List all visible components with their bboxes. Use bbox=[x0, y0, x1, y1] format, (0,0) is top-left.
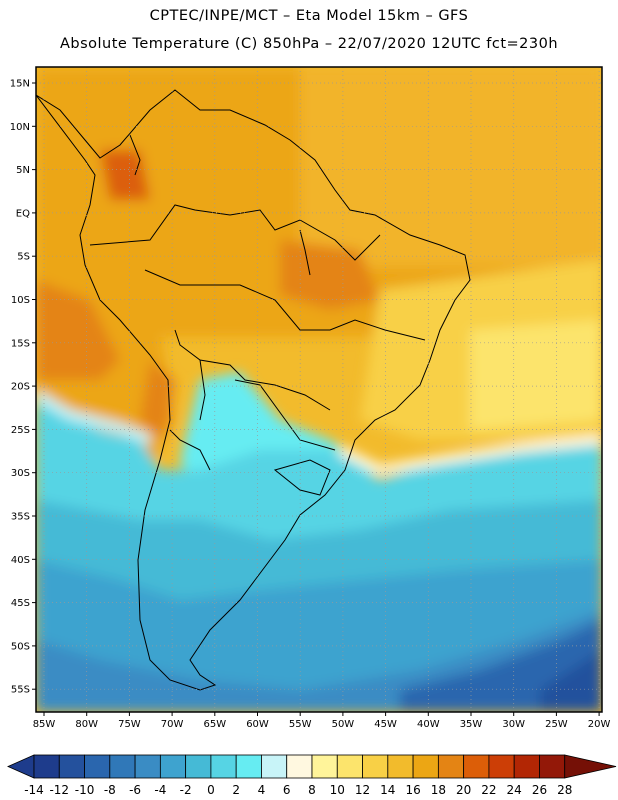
lat-tick-label: 5N bbox=[16, 165, 30, 176]
colorbar-tick-label: -10 bbox=[75, 783, 95, 797]
lon-tick-label: 65W bbox=[203, 719, 226, 730]
colorbar-tick-label: 16 bbox=[405, 783, 420, 797]
lon-tick-label: 40W bbox=[417, 719, 440, 730]
colorbar-swatch bbox=[311, 754, 338, 779]
lon-tick-label: 30W bbox=[502, 719, 525, 730]
colorbar-swatch bbox=[286, 754, 313, 779]
colorbar-tick-label: 26 bbox=[532, 783, 547, 797]
lat-tick-label: 35S bbox=[11, 512, 30, 523]
lon-tick-label: 70W bbox=[161, 719, 184, 730]
colorbar-tick-label: -8 bbox=[104, 783, 116, 797]
lon-tick-label: 50W bbox=[332, 719, 355, 730]
lat-tick-label: EQ bbox=[16, 208, 30, 219]
colorbar-tick-label: 12 bbox=[355, 783, 370, 797]
colorbar-min-arrow bbox=[7, 754, 35, 779]
temperature-field bbox=[36, 67, 602, 712]
colorbar: -14 -12 -10 -8 -6 -4 -2 0 2 4 6 8 10 12 14 16 18 20 22 24 26… bbox=[7, 754, 617, 797]
lat-tick-label: 55S bbox=[11, 685, 30, 696]
lat-tick-label: 20S bbox=[11, 382, 30, 393]
colorbar-tick-label: 28 bbox=[557, 783, 572, 797]
colorbar-tick-label: 22 bbox=[481, 783, 496, 797]
colorbar-tick-label: -4 bbox=[154, 783, 166, 797]
lon-tick-label: 75W bbox=[118, 719, 141, 730]
lon-tick-label: 20W bbox=[588, 719, 611, 730]
lon-tick-label: 45W bbox=[374, 719, 397, 730]
lon-tick-label: 85W bbox=[33, 719, 56, 730]
colorbar-swatch bbox=[261, 754, 288, 779]
lon-tick-label: 25W bbox=[545, 719, 568, 730]
lat-tick-label: 10S bbox=[11, 295, 30, 306]
lon-tick-label: 35W bbox=[460, 719, 483, 730]
colorbar-swatch bbox=[33, 754, 60, 779]
colorbar-swatch bbox=[185, 754, 212, 779]
lat-tick-label: 45S bbox=[11, 598, 30, 609]
lat-tick-label: 10N bbox=[10, 122, 30, 133]
colorbar-tick-label: -12 bbox=[49, 783, 69, 797]
colorbar-swatch bbox=[84, 754, 111, 779]
colorbar-tick-label: 0 bbox=[207, 783, 215, 797]
colorbar-tick-label: 20 bbox=[456, 783, 471, 797]
map-frame bbox=[35, 66, 603, 713]
colorbar-tick-label: 8 bbox=[308, 783, 316, 797]
lat-tick-label: 25S bbox=[11, 425, 30, 436]
colorbar-max-arrow bbox=[564, 754, 617, 779]
colorbar-tick-label: -2 bbox=[180, 783, 192, 797]
lat-tick-label: 50S bbox=[11, 641, 30, 652]
colorbar-swatch bbox=[235, 754, 262, 779]
colorbar-tick-label: -6 bbox=[129, 783, 141, 797]
colorbar-swatch bbox=[159, 754, 187, 779]
colorbar-tick-label: 24 bbox=[507, 783, 522, 797]
colorbar-tick-label: -14 bbox=[24, 783, 44, 797]
lat-tick-label: 15N bbox=[10, 79, 30, 90]
map-title-line1: CPTEC/INPE/MCT – Eta Model 15km – GFS bbox=[149, 8, 469, 24]
lat-tick-label: 15S bbox=[11, 338, 30, 349]
colorbar-swatch bbox=[488, 754, 515, 779]
lon-tick-label: 55W bbox=[289, 719, 312, 730]
lat-tick-label: 5S bbox=[17, 252, 30, 263]
map-title-line2: Absolute Temperature (C) 850hPa – 22/07/… bbox=[59, 36, 559, 52]
colorbar-swatch bbox=[210, 754, 237, 779]
colorbar-tick-label: 6 bbox=[283, 783, 291, 797]
colorbar-swatch bbox=[513, 754, 540, 779]
colorbar-swatch bbox=[463, 754, 490, 779]
colorbar-swatch bbox=[539, 754, 566, 779]
colorbar-tick-label: 18 bbox=[431, 783, 446, 797]
lon-tick-label: 80W bbox=[75, 719, 98, 730]
lat-tick-label: 30S bbox=[11, 468, 30, 479]
colorbar-tick-label: 14 bbox=[380, 783, 395, 797]
colorbar-swatch bbox=[362, 754, 389, 779]
lat-tick-label: 40S bbox=[11, 555, 30, 566]
colorbar-swatch bbox=[387, 754, 414, 779]
colorbar-tick-label: 2 bbox=[232, 783, 240, 797]
colorbar-swatch bbox=[336, 754, 363, 779]
colorbar-swatch bbox=[109, 754, 136, 779]
colorbar-tick-label: 4 bbox=[258, 783, 266, 797]
colorbar-swatch bbox=[437, 754, 465, 779]
colorbar-swatch bbox=[134, 754, 161, 779]
lon-tick-label: 60W bbox=[246, 719, 269, 730]
colorbar-swatch bbox=[412, 754, 439, 779]
colorbar-swatch bbox=[58, 754, 85, 779]
colorbar-tick-label: 10 bbox=[330, 783, 345, 797]
